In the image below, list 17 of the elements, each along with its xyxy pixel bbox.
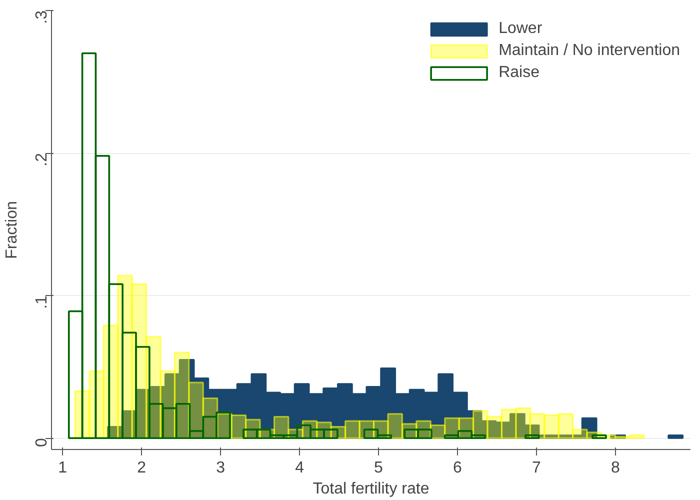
- x-tick-label: 1: [58, 460, 68, 476]
- y-tick-label: 0: [34, 438, 50, 447]
- y-tick-label: .3: [34, 10, 50, 24]
- x-tick-label: 3: [216, 460, 226, 476]
- x-tick-label: 5: [374, 460, 384, 476]
- y-tick-label: .2: [34, 152, 50, 166]
- legend-label: Lower: [498, 20, 542, 38]
- legend-label: Maintain / No intervention: [498, 42, 680, 60]
- x-axis-title: Total fertility rate: [312, 480, 430, 498]
- legend-label: Raise: [498, 64, 540, 82]
- x-tick-label: 6: [453, 460, 462, 476]
- x-tick-label: 2: [137, 460, 146, 476]
- x-tick-label: 8: [611, 460, 620, 476]
- x-tick-label: 7: [532, 460, 542, 476]
- y-axis-title: Fraction: [4, 201, 20, 259]
- x-tick-label: 4: [295, 460, 304, 476]
- y-tick-label: .1: [34, 295, 50, 309]
